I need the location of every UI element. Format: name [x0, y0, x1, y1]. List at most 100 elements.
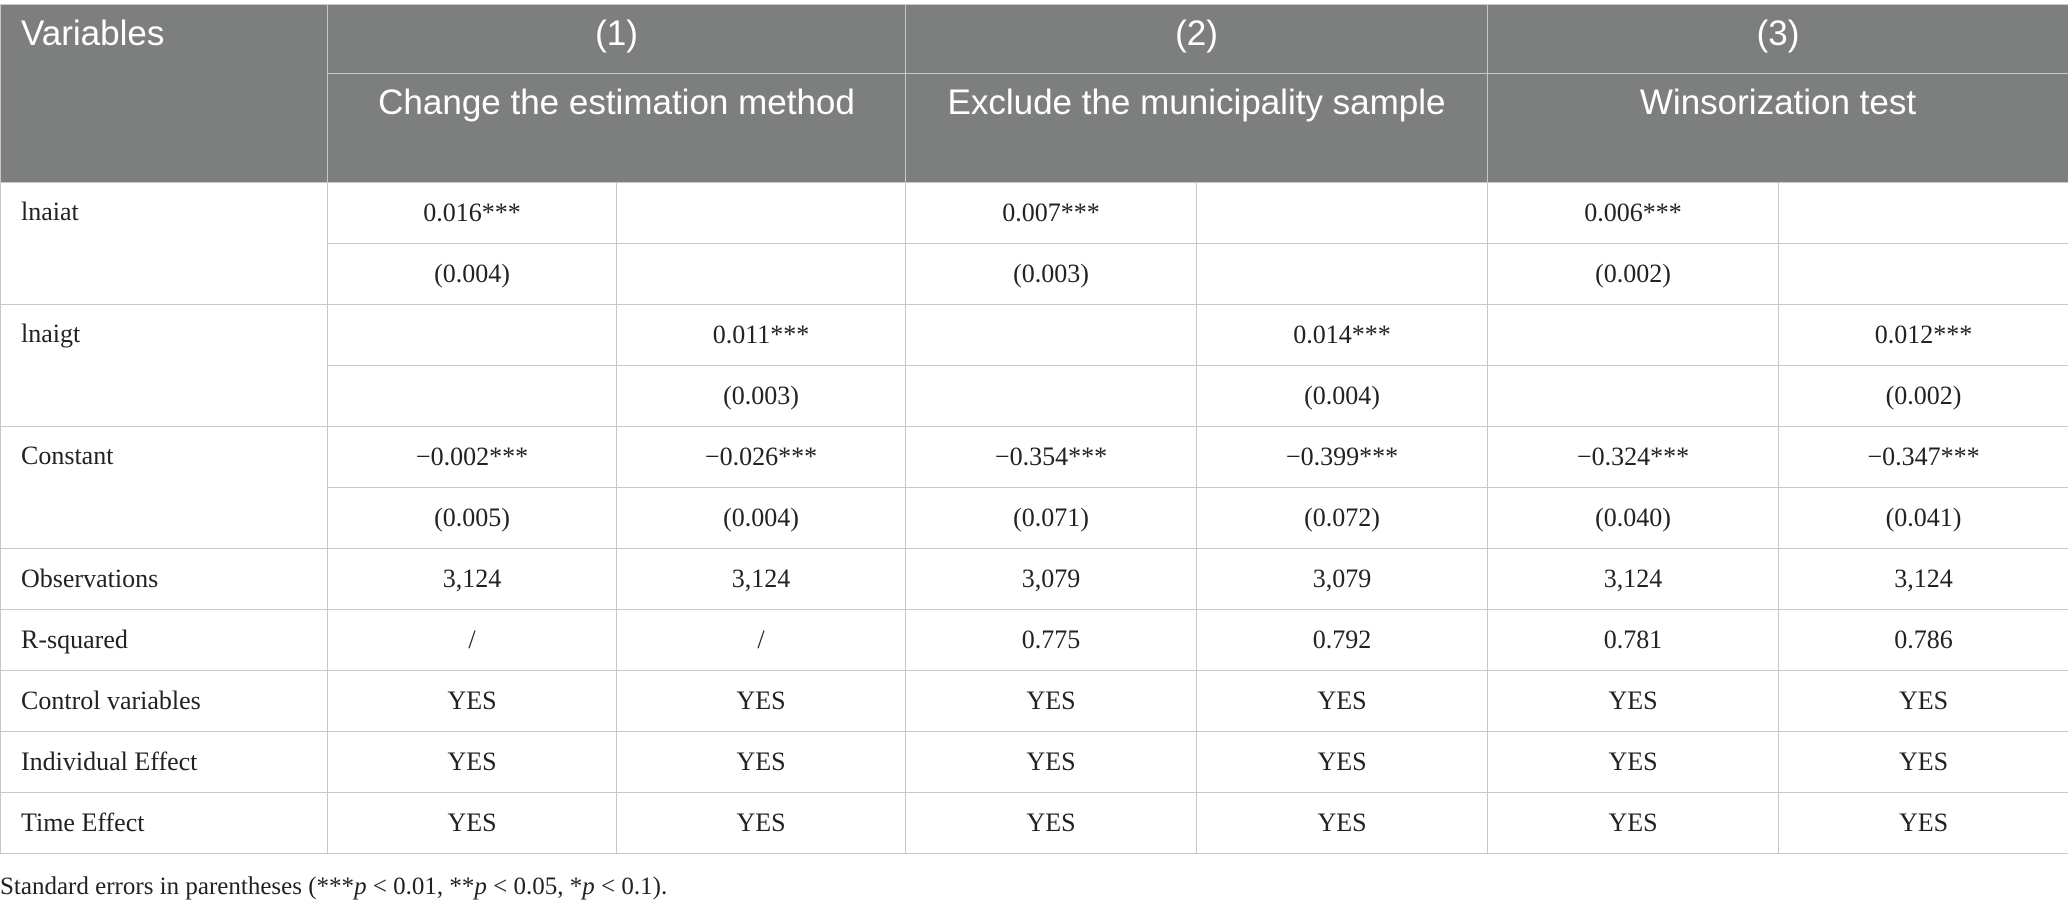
table-cell [616, 182, 906, 244]
table-cell: YES [1778, 792, 2068, 854]
table-cell [1778, 182, 2068, 244]
table-cell: YES [616, 731, 906, 793]
row-label-time-effect: Time Effect [0, 792, 328, 854]
table-cell: −0.354*** [905, 426, 1197, 488]
table-cell: 0.012*** [1778, 304, 2068, 366]
table-cell: (0.003) [905, 243, 1197, 305]
table-cell: YES [1487, 731, 1779, 793]
table-cell: 0.007*** [905, 182, 1197, 244]
table-cell: −0.347*** [1778, 426, 2068, 488]
header-row-titles: Change the estimation method Exclude the… [1, 73, 2068, 183]
table-cell: 0.781 [1487, 609, 1779, 671]
table-cell: (0.071) [905, 487, 1197, 549]
row-label-lnaigt: lnaigt [0, 304, 328, 427]
table-cell: YES [1196, 670, 1488, 732]
row-label-constant: Constant [0, 426, 328, 549]
row-label-individual-effect: Individual Effect [0, 731, 328, 793]
table-row-constant-se: (0.005) (0.004) (0.071) (0.072) (0.040) … [1, 487, 2068, 549]
table-cell: 3,079 [1196, 548, 1488, 610]
table-footnote: Standard errors in parentheses (***p < 0… [0, 873, 667, 901]
footnote-p-symbol: p [582, 873, 595, 900]
table-cell: 0.006*** [1487, 182, 1779, 244]
table-cell: YES [1487, 670, 1779, 732]
column-group-3-number: (3) [1487, 4, 2068, 74]
table-cell: YES [1196, 792, 1488, 854]
row-label-observations: Observations [0, 548, 328, 610]
row-label-rsquared: R-squared [0, 609, 328, 671]
table-cell: (0.004) [1196, 365, 1488, 427]
table-row-lnaiat-se: (0.004) (0.003) (0.002) [1, 243, 2068, 305]
table-cell: 3,124 [327, 548, 617, 610]
table-cell: (0.003) [616, 365, 906, 427]
table-cell: YES [1196, 731, 1488, 793]
table-cell: (0.002) [1778, 365, 2068, 427]
table-cell: (0.072) [1196, 487, 1488, 549]
table-row-constant-coef: Constant −0.002*** −0.026*** −0.354*** −… [0, 426, 2068, 549]
table-cell: (0.004) [327, 243, 617, 305]
table-cell: 0.014*** [1196, 304, 1488, 366]
table-cell [1196, 243, 1488, 305]
table-cell: (0.002) [1487, 243, 1779, 305]
table-cell: YES [905, 792, 1197, 854]
footnote-text: < 0.05, * [486, 873, 583, 900]
table-row-lnaigt-coef: lnaigt 0.011*** 0.014*** 0.012*** [0, 304, 2068, 427]
table-cell [1487, 304, 1779, 366]
column-group-3-title: Winsorization test [1487, 73, 2068, 183]
table-cell: 3,124 [1778, 548, 2068, 610]
table-cell: −0.002*** [327, 426, 617, 488]
table-cell: / [616, 609, 906, 671]
table-cell: YES [905, 670, 1197, 732]
table-row-time-effect: Time Effect YES YES YES YES YES YES [0, 792, 2068, 854]
table-cell [327, 365, 617, 427]
table-cell: YES [1778, 670, 2068, 732]
table-cell: (0.040) [1487, 487, 1779, 549]
table-cell: YES [327, 731, 617, 793]
table-row-rsquared: R-squared / / 0.775 0.792 0.781 0.786 [0, 609, 2068, 671]
table-cell: YES [1778, 731, 2068, 793]
table-cell [905, 365, 1197, 427]
table-row-observations: Observations 3,124 3,124 3,079 3,079 3,1… [0, 548, 2068, 610]
table-cell: / [327, 609, 617, 671]
table-cell: −0.324*** [1487, 426, 1779, 488]
column-group-1-title: Change the estimation method [327, 73, 906, 183]
table-cell: YES [327, 792, 617, 854]
regression-table: Variables (1) (2) (3) Change the estimat… [0, 4, 2068, 854]
table-row-lnaiat-coef: lnaiat 0.016*** 0.007*** 0.006*** [0, 182, 2068, 305]
table-cell: 0.786 [1778, 609, 2068, 671]
table-cell: 0.792 [1196, 609, 1488, 671]
footnote-p-symbol: p [474, 873, 487, 900]
table-cell [1778, 243, 2068, 305]
table-cell: YES [1487, 792, 1779, 854]
column-group-2-title: Exclude the municipality sample [905, 73, 1488, 183]
table-cell: (0.004) [616, 487, 906, 549]
table-cell: 0.011*** [616, 304, 906, 366]
table-cell: YES [905, 731, 1197, 793]
table-cell: YES [616, 792, 906, 854]
table-row-control-variables: Control variables YES YES YES YES YES YE… [0, 670, 2068, 732]
footnote-text: < 0.01, ** [366, 873, 475, 900]
footnote-text: < 0.1). [594, 873, 668, 900]
row-label-lnaiat: lnaiat [0, 182, 328, 305]
table-cell: 0.016*** [327, 182, 617, 244]
footnote-text: Standard errors in parentheses (*** [0, 873, 355, 900]
row-label-control-variables: Control variables [0, 670, 328, 732]
table-cell: YES [616, 670, 906, 732]
table-row-individual-effect: Individual Effect YES YES YES YES YES YE… [0, 731, 2068, 793]
table-cell [327, 304, 617, 366]
table-cell: 0.775 [905, 609, 1197, 671]
table-cell: 3,124 [1487, 548, 1779, 610]
footnote-p-symbol: p [354, 873, 367, 900]
column-group-2-number: (2) [905, 4, 1488, 74]
column-group-1-number: (1) [327, 4, 906, 74]
table-cell: (0.041) [1778, 487, 2068, 549]
variables-header: Variables [0, 4, 328, 183]
table-cell: −0.026*** [616, 426, 906, 488]
table-cell [1196, 182, 1488, 244]
table-cell: 3,079 [905, 548, 1197, 610]
table-cell: (0.005) [327, 487, 617, 549]
table-cell [1487, 365, 1779, 427]
table-cell: −0.399*** [1196, 426, 1488, 488]
table-cell: 3,124 [616, 548, 906, 610]
table-cell [905, 304, 1197, 366]
header-row-numbers: Variables (1) (2) (3) [0, 4, 2068, 183]
